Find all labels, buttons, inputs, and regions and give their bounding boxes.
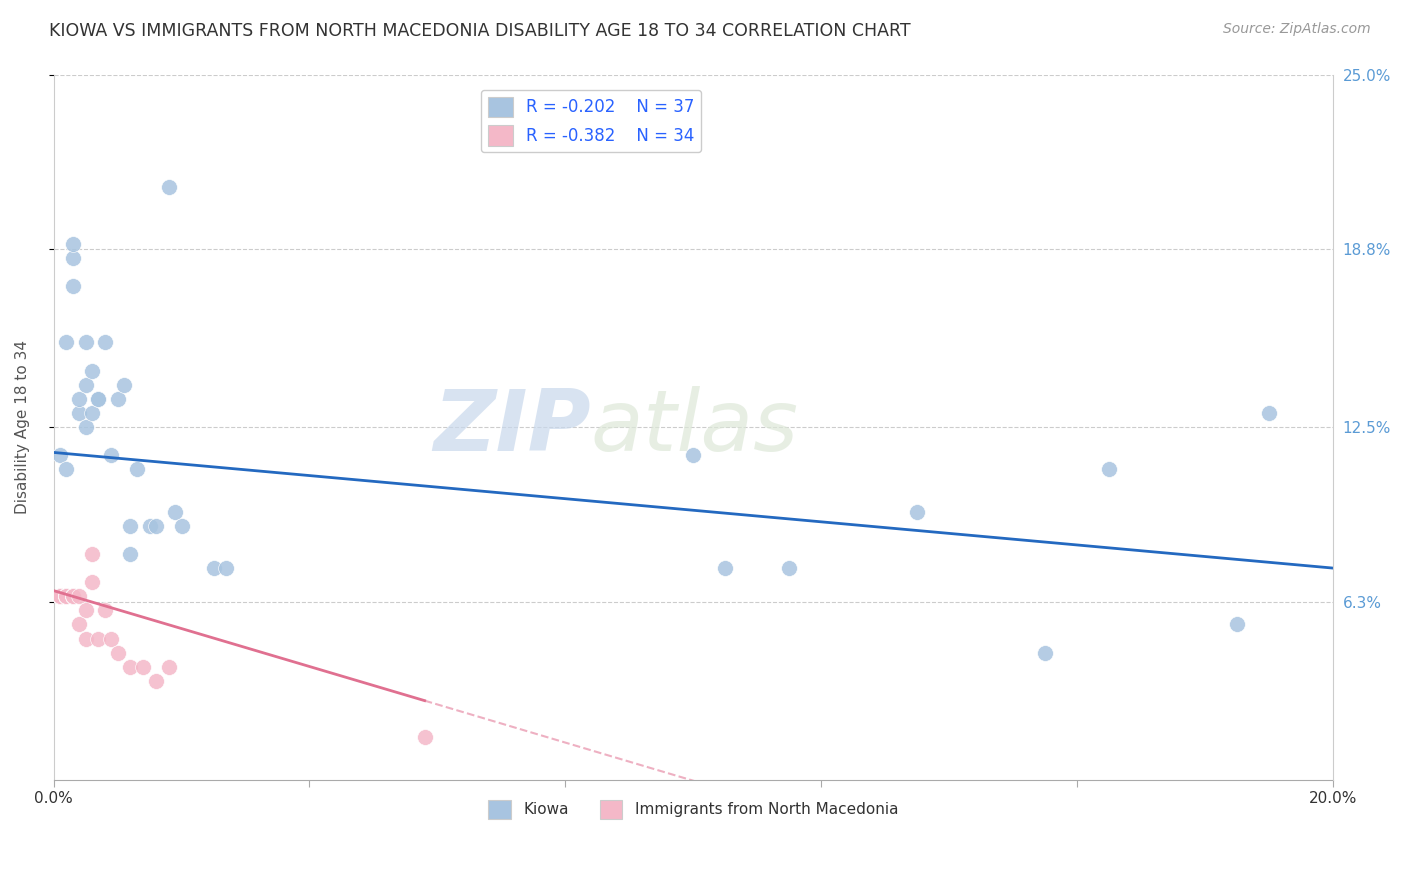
Point xyxy=(94,335,117,350)
Point xyxy=(87,392,110,406)
Point xyxy=(80,575,103,590)
Point xyxy=(62,589,84,603)
Point xyxy=(165,505,187,519)
Text: atlas: atlas xyxy=(591,385,799,468)
Point xyxy=(62,589,84,603)
Point xyxy=(75,420,97,434)
Point xyxy=(62,589,84,603)
Point xyxy=(55,589,77,603)
Text: KIOWA VS IMMIGRANTS FROM NORTH MACEDONIA DISABILITY AGE 18 TO 34 CORRELATION CHA: KIOWA VS IMMIGRANTS FROM NORTH MACEDONIA… xyxy=(49,22,911,40)
Point xyxy=(62,589,84,603)
Point xyxy=(55,335,77,350)
Point xyxy=(94,603,117,617)
Point xyxy=(778,561,800,575)
Point xyxy=(62,251,84,265)
Point xyxy=(145,673,167,688)
Point xyxy=(62,236,84,251)
Point xyxy=(67,406,90,420)
Point xyxy=(107,392,129,406)
Point xyxy=(55,589,77,603)
Point xyxy=(80,364,103,378)
Point xyxy=(67,589,90,603)
Point xyxy=(49,589,72,603)
Legend: Kiowa, Immigrants from North Macedonia: Kiowa, Immigrants from North Macedonia xyxy=(482,794,904,825)
Point xyxy=(170,518,193,533)
Point xyxy=(67,392,90,406)
Point xyxy=(62,589,84,603)
Point xyxy=(157,660,180,674)
Point xyxy=(120,547,142,561)
Point xyxy=(75,632,97,646)
Point xyxy=(120,660,142,674)
Point xyxy=(682,448,704,462)
Point xyxy=(100,632,122,646)
Point xyxy=(905,505,928,519)
Point xyxy=(112,377,135,392)
Point xyxy=(55,462,77,476)
Point xyxy=(55,589,77,603)
Point xyxy=(49,589,72,603)
Point xyxy=(132,660,155,674)
Point xyxy=(107,646,129,660)
Point xyxy=(87,392,110,406)
Point xyxy=(49,589,72,603)
Text: Source: ZipAtlas.com: Source: ZipAtlas.com xyxy=(1223,22,1371,37)
Point xyxy=(215,561,238,575)
Y-axis label: Disability Age 18 to 34: Disability Age 18 to 34 xyxy=(15,340,30,514)
Point xyxy=(1258,406,1281,420)
Point xyxy=(55,589,77,603)
Point xyxy=(49,589,72,603)
Point xyxy=(157,180,180,194)
Point xyxy=(75,377,97,392)
Point xyxy=(75,335,97,350)
Point xyxy=(80,547,103,561)
Point xyxy=(49,589,72,603)
Point xyxy=(55,589,77,603)
Point xyxy=(49,448,72,462)
Point xyxy=(87,632,110,646)
Point xyxy=(714,561,737,575)
Point xyxy=(120,518,142,533)
Point xyxy=(138,518,160,533)
Point xyxy=(62,279,84,293)
Point xyxy=(1098,462,1121,476)
Point xyxy=(145,518,167,533)
Point xyxy=(49,589,72,603)
Point xyxy=(413,731,436,745)
Point xyxy=(80,406,103,420)
Point xyxy=(125,462,148,476)
Point xyxy=(55,589,77,603)
Point xyxy=(202,561,225,575)
Point xyxy=(67,617,90,632)
Text: ZIP: ZIP xyxy=(433,385,591,468)
Point xyxy=(100,448,122,462)
Point xyxy=(75,603,97,617)
Point xyxy=(49,589,72,603)
Point xyxy=(1226,617,1249,632)
Point xyxy=(1033,646,1056,660)
Point xyxy=(49,589,72,603)
